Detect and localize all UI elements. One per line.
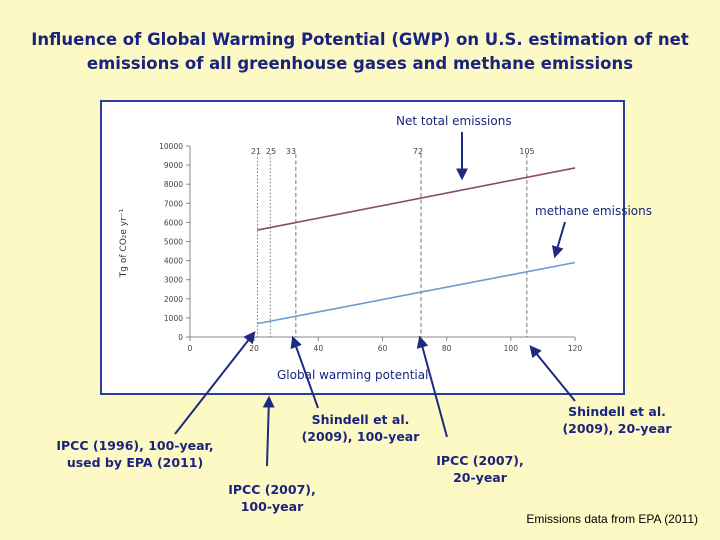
annotation-shindell-20: Shindell et al. (2009), 20-year	[562, 404, 672, 436]
x-tick-label: 40	[314, 344, 324, 353]
arrow-shindell-20	[529, 345, 576, 402]
reference-label-72: 72	[413, 147, 423, 156]
series-label-net-total: Net total emissions	[396, 114, 512, 128]
y-tick-label: 8000	[164, 180, 183, 189]
source-note: Emissions data from EPA (2011)	[526, 512, 698, 526]
y-tick-label: 9000	[164, 161, 183, 170]
arrow-ipcc-2007-100	[262, 395, 275, 467]
y-tick-label: 1000	[164, 314, 183, 323]
x-tick-label: 120	[568, 344, 583, 353]
reference-label-33: 33	[286, 147, 296, 156]
title-line-1: Influence of Global Warming Potential (G…	[31, 30, 689, 49]
x-tick-label: 20	[249, 344, 259, 353]
annotation-ipcc-2007-100: IPCC (2007), 100-year	[228, 482, 316, 514]
x-tick-label: 0	[188, 344, 193, 353]
y-tick-label: 7000	[164, 199, 183, 208]
series-line-net-total	[257, 167, 576, 231]
arrow-ipcc-1996	[174, 331, 256, 435]
series-line-methane	[257, 261, 576, 325]
annotation-ipcc-1996: IPCC (1996), 100-year, used by EPA (2011…	[56, 438, 214, 470]
reference-label-105: 105	[519, 147, 534, 156]
y-tick-label: 0	[178, 333, 183, 342]
y-tick-label: 10000	[159, 142, 183, 151]
y-axis-label: Tg of CO₂e yr⁻¹	[119, 208, 129, 278]
chart-title: Influence of Global Warming Potential (G…	[30, 28, 690, 76]
series-label-methane: methane emissions	[535, 204, 652, 218]
y-tick-label: 3000	[164, 276, 183, 285]
annotation-shindell-100: Shindell et al. (2009), 100-year	[301, 412, 420, 444]
y-tick-label: 4000	[164, 257, 183, 266]
y-tick-label: 6000	[164, 218, 183, 227]
reference-label-25: 25	[266, 147, 276, 156]
annotation-ipcc-2007-20: IPCC (2007), 20-year	[436, 453, 524, 485]
y-tick-label: 5000	[164, 238, 183, 247]
y-tick-label: 2000	[164, 295, 183, 304]
arrow-methane	[551, 221, 566, 259]
x-tick-label: 100	[504, 344, 519, 353]
arrow-shindell-100	[290, 335, 319, 409]
x-tick-label: 60	[378, 344, 388, 353]
x-axis-label: Global warming potential	[277, 368, 429, 382]
arrow-ipcc-2007-20	[416, 335, 448, 438]
reference-label-21: 21	[251, 147, 261, 156]
x-tick-label: 80	[442, 344, 452, 353]
title-line-2: emissions of all greenhouse gases and me…	[86, 54, 634, 73]
